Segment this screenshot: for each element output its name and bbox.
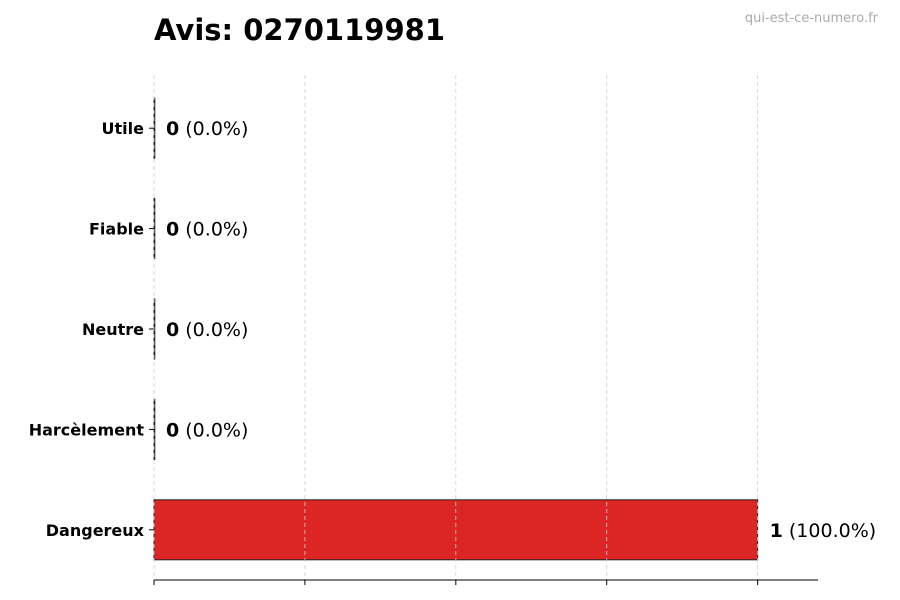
data-label: 0 (0.0%) xyxy=(166,319,248,341)
value-label: 1 xyxy=(770,520,783,542)
y-tick-label: Neutre xyxy=(82,320,144,339)
value-label: 0 xyxy=(166,419,179,441)
value-label: 0 xyxy=(166,118,179,140)
data-label: 1 (100.0%) xyxy=(770,520,877,542)
data-label: 0 (0.0%) xyxy=(166,419,248,441)
value-label: 0 xyxy=(166,319,179,341)
chart-title: Avis: 0270119981 xyxy=(154,13,445,47)
percent-label: (0.0%) xyxy=(179,319,248,341)
y-tick-label: Harcèlement xyxy=(29,420,145,439)
value-label: 0 xyxy=(166,219,179,241)
data-label: 0 (0.0%) xyxy=(166,219,248,241)
bar-harcèlement xyxy=(153,398,156,460)
y-tick-label: Utile xyxy=(102,119,145,138)
percent-label: (0.0%) xyxy=(179,118,248,140)
data-label: 0 (0.0%) xyxy=(166,118,248,140)
watermark: qui-est-ce-numero.fr xyxy=(745,11,879,26)
bar-fiable xyxy=(153,198,156,260)
percent-label: (0.0%) xyxy=(179,219,248,241)
y-tick-label: Fiable xyxy=(89,220,144,239)
y-tick-label: Dangereux xyxy=(46,521,145,540)
bar-utile xyxy=(153,97,156,159)
percent-label: (100.0%) xyxy=(783,520,876,542)
bar-dangereux xyxy=(153,499,759,561)
percent-label: (0.0%) xyxy=(179,419,248,441)
